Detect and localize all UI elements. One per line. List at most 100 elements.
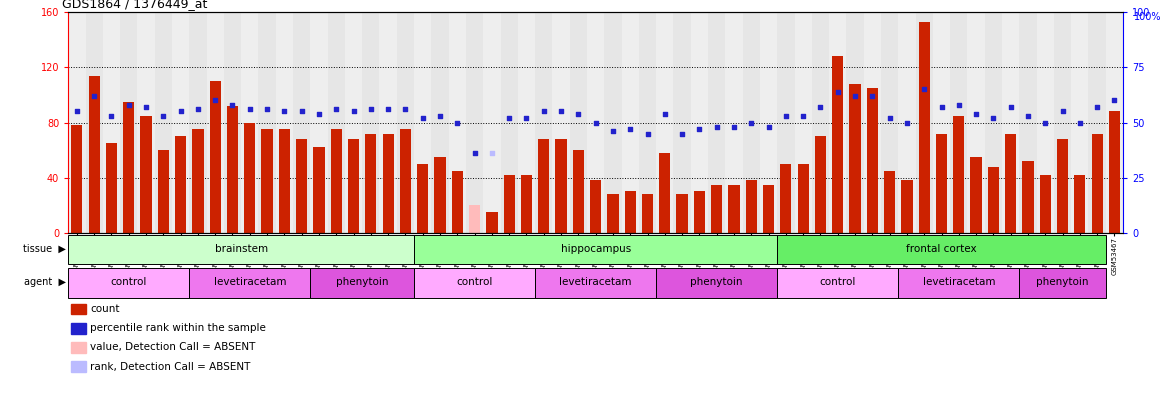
Bar (829, 12, 847, 233)
Point (119, 102, 138, 108)
Text: levetiracetam: levetiracetam (214, 277, 286, 287)
Bar (777, 234, 1105, 264)
Bar (676, 194, 688, 233)
Bar (414, 234, 777, 264)
Bar (815, 136, 826, 233)
Bar (988, 167, 998, 233)
Text: control: control (111, 277, 147, 287)
Bar (1057, 139, 1068, 233)
Point (1105, 97, 1124, 104)
Text: phenytoin: phenytoin (1036, 277, 1089, 287)
Point (1054, 108, 1073, 115)
Point (206, 97, 225, 104)
Bar (71, 323, 86, 334)
Point (327, 106, 346, 113)
Bar (918, 22, 930, 233)
Bar (123, 102, 134, 233)
Bar (984, 12, 1002, 233)
Point (1018, 113, 1037, 119)
Bar (950, 12, 968, 233)
Bar (521, 175, 532, 233)
Bar (155, 12, 172, 233)
Point (880, 115, 898, 122)
Bar (296, 139, 307, 233)
Bar (414, 268, 535, 298)
Point (309, 111, 328, 117)
Bar (102, 12, 120, 233)
Point (413, 115, 432, 122)
Point (154, 113, 173, 119)
Bar (916, 12, 933, 233)
Bar (639, 12, 656, 233)
Bar (1091, 134, 1103, 233)
Bar (1040, 175, 1051, 233)
Text: phenytoin: phenytoin (690, 277, 743, 287)
Point (949, 102, 968, 108)
Bar (656, 12, 674, 233)
Bar (1020, 12, 1036, 233)
Text: GDS1864 / 1376449_at: GDS1864 / 1376449_at (62, 0, 208, 10)
Point (707, 124, 726, 130)
Bar (708, 12, 726, 233)
Bar (847, 12, 863, 233)
Point (776, 113, 795, 119)
Bar (760, 12, 777, 233)
Text: brainstem: brainstem (214, 244, 268, 254)
Bar (345, 12, 362, 233)
Bar (71, 342, 86, 353)
Point (188, 106, 207, 113)
Bar (742, 12, 760, 233)
Bar (72, 125, 82, 233)
Bar (501, 12, 517, 233)
Point (552, 108, 570, 115)
Text: phenytoin: phenytoin (336, 277, 388, 287)
Bar (901, 181, 913, 233)
Bar (348, 139, 359, 233)
Text: levetiracetam: levetiracetam (560, 277, 632, 287)
Bar (1036, 12, 1054, 233)
Bar (535, 12, 553, 233)
Point (603, 128, 622, 134)
Text: hippocampus: hippocampus (561, 244, 630, 254)
Point (396, 106, 415, 113)
Point (172, 108, 191, 115)
Point (811, 104, 830, 110)
Bar (140, 115, 152, 233)
Bar (763, 185, 774, 233)
Point (846, 93, 864, 99)
Bar (293, 12, 310, 233)
Text: 100%: 100% (1134, 12, 1161, 22)
Point (794, 113, 813, 119)
Bar (362, 12, 380, 233)
Point (293, 108, 312, 115)
Point (915, 86, 934, 93)
Text: value, Detection Call = ABSENT: value, Detection Call = ABSENT (91, 342, 255, 352)
Text: levetiracetam: levetiracetam (922, 277, 995, 287)
Bar (328, 12, 345, 233)
Bar (968, 12, 984, 233)
Bar (86, 12, 102, 233)
Bar (310, 12, 328, 233)
Text: tissue  ▶: tissue ▶ (24, 244, 66, 254)
Bar (1054, 12, 1071, 233)
Point (967, 111, 985, 117)
Bar (432, 12, 449, 233)
Bar (849, 84, 861, 233)
Bar (1074, 175, 1085, 233)
Point (760, 124, 779, 130)
Point (517, 115, 536, 122)
Bar (884, 171, 895, 233)
Point (655, 111, 674, 117)
Bar (954, 115, 964, 233)
Bar (607, 194, 619, 233)
Bar (660, 153, 670, 233)
Point (379, 106, 397, 113)
Bar (138, 12, 155, 233)
Bar (624, 192, 636, 233)
Bar (241, 12, 259, 233)
Bar (279, 130, 290, 233)
Bar (175, 136, 186, 233)
Point (828, 88, 847, 95)
Bar (414, 12, 432, 233)
Point (482, 150, 501, 157)
